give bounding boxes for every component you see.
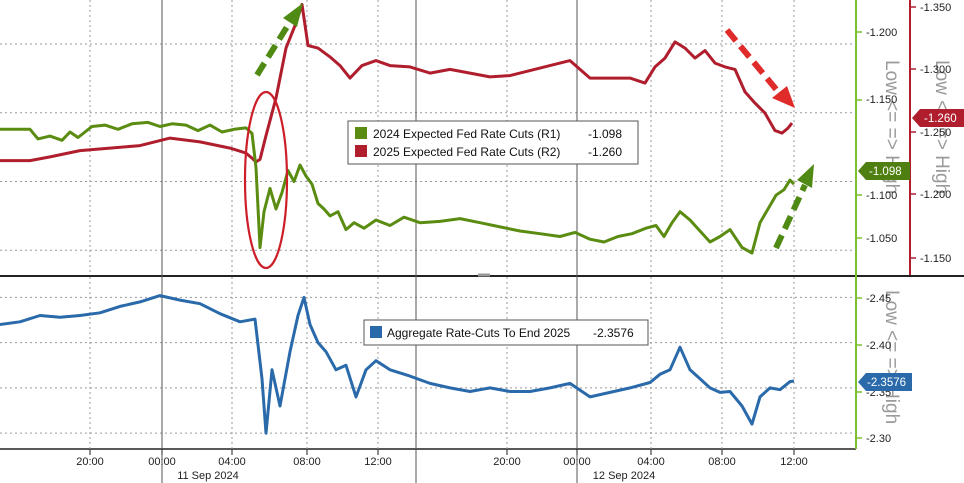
y-tick-bottom: -2.40 — [866, 340, 891, 352]
day-separators — [161, 0, 578, 483]
x-tick-label: 08:00 — [293, 456, 321, 468]
series-line-aggregate — [0, 294, 795, 435]
legend-bottom: Aggregate Rate-Cuts To End 2025 -2.3576 — [363, 319, 649, 346]
y-tick-left: -1.050 — [866, 233, 897, 245]
side-label-left-top: Low <= => High — [881, 60, 902, 194]
y-tick-left: -1.150 — [866, 94, 897, 106]
y-tick-right: -1.300 — [920, 64, 951, 76]
x-tick-label: 08:00 — [708, 456, 736, 468]
annotations — [243, 3, 814, 270]
x-tick-label: 00:00 — [563, 456, 591, 468]
tag-blue-last: -2.3576 — [858, 373, 912, 391]
x-tick-label: 20:00 — [493, 456, 521, 468]
x-tick-label: 04:00 — [218, 456, 246, 468]
y-axis-ticks: -1.200 -1.150 -1.100 -1.050 -1.350 -1.30… — [856, 2, 951, 445]
last-value-tags: -1.260 -1.098 -2.3576 — [858, 109, 964, 391]
svg-text:-1.098: -1.098 — [869, 166, 902, 178]
y-tick-left: -1.100 — [866, 190, 897, 202]
x-tick-label: 04:00 — [637, 456, 665, 468]
series-lines — [0, 2, 796, 435]
legend-swatch-blue — [370, 326, 382, 338]
side-label-bottom: Low <= => High — [881, 290, 902, 424]
y-tick-right: -1.250 — [920, 127, 951, 139]
legend-series-2024: 2024 Expected Fed Rate Cuts (R1) — [373, 127, 560, 141]
series-line-2024 — [0, 120, 796, 255]
y-tick-bottom: -2.30 — [866, 433, 891, 445]
legend-series-aggregate-value: -2.3576 — [593, 326, 634, 340]
x-tick-label: 20:00 — [76, 456, 104, 468]
tag-red-last: -1.260 — [912, 109, 964, 127]
legend-swatch-red — [355, 145, 367, 157]
legend-series-2025: 2025 Expected Fed Rate Cuts (R2) — [373, 145, 560, 159]
y-tick-right: -1.150 — [920, 253, 951, 265]
y-tick-left: -1.200 — [866, 27, 897, 39]
highlight-ellipse — [243, 90, 289, 270]
green-arrow-up-right — [773, 164, 814, 250]
x-date-label: 11 Sep 2024 — [177, 470, 239, 482]
grid-bottom — [0, 277, 856, 449]
y-tick-right: -1.200 — [920, 189, 951, 201]
legend-top: 2024 Expected Fed Rate Cuts (R1) -1.098 … — [347, 120, 639, 165]
x-tick-label: 00:00 — [148, 456, 176, 468]
legend-series-2024-value: -1.098 — [588, 127, 622, 141]
legend-swatch-green — [355, 127, 367, 139]
y-tick-bottom: -2.45 — [866, 293, 891, 305]
side-label-right-top: Low <= => High — [931, 60, 952, 194]
y-tick-right: -1.350 — [920, 2, 951, 14]
legend-series-aggregate: Aggregate Rate-Cuts To End 2025 — [387, 326, 571, 340]
legend-series-2025-value: -1.260 — [588, 145, 622, 159]
svg-text:-2.3576: -2.3576 — [867, 377, 906, 389]
x-axis: 20:00 00:00 04:00 08:00 12:00 20:00 00:00 04:00… — [76, 449, 808, 482]
x-tick-label: 12:00 — [364, 456, 392, 468]
chart-frame — [0, 0, 964, 450]
red-arrow-down — [724, 28, 795, 108]
y-tick-marks — [856, 31, 862, 439]
green-arrow-up-left — [254, 3, 303, 77]
x-date-label: 12 Sep 2024 — [593, 470, 655, 482]
tag-green-last: -1.098 — [858, 162, 910, 180]
svg-text:-1.260: -1.260 — [924, 113, 957, 125]
x-tick-label: 12:00 — [780, 456, 808, 468]
y-tick-marks-red — [910, 6, 916, 259]
